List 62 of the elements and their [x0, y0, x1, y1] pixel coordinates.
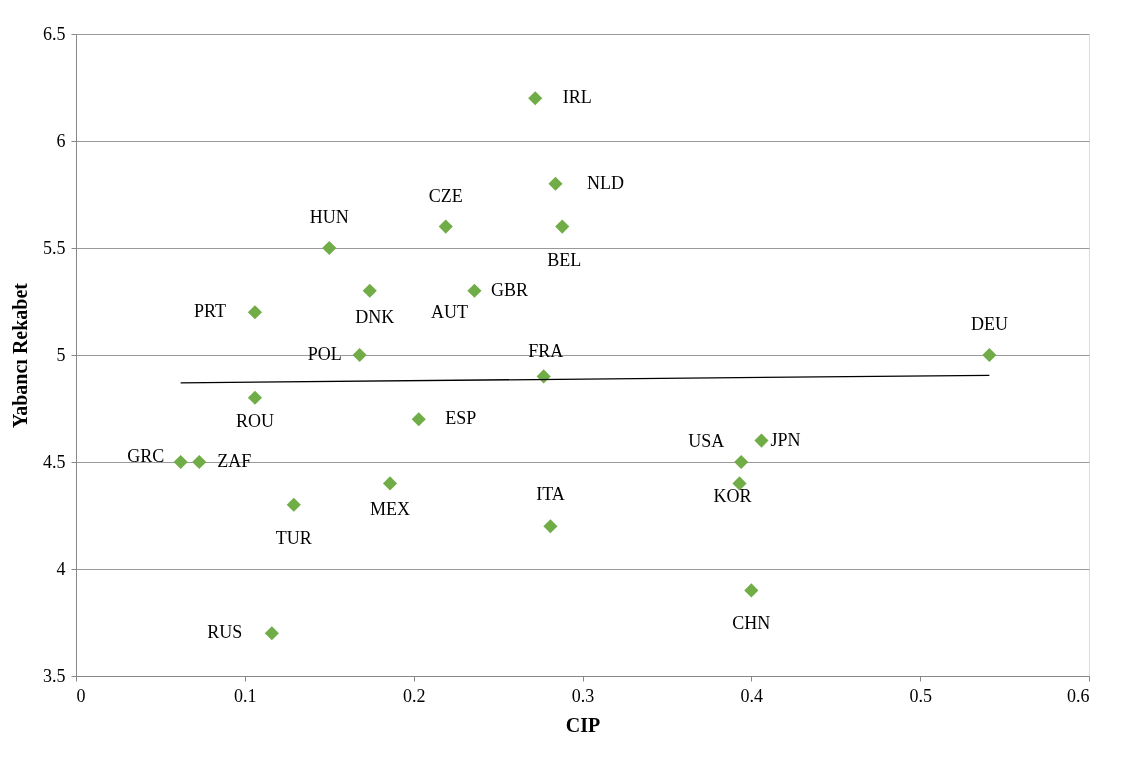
annotation: ZAF	[217, 451, 252, 471]
point	[548, 176, 563, 191]
y-axis-title: Yabancı Rekabet	[9, 282, 31, 429]
annotation: USA	[688, 431, 725, 451]
point	[322, 240, 337, 256]
annotation: IRL	[562, 87, 592, 108]
annotation: FRA	[528, 341, 564, 362]
point	[411, 412, 426, 427]
point	[286, 497, 301, 512]
point	[192, 454, 207, 470]
point	[264, 626, 279, 641]
y-tick-label: 4	[56, 558, 66, 579]
x-axis-title: CIP	[565, 713, 601, 736]
annotation: HUN	[309, 207, 349, 227]
y-tick-label: 3.5	[43, 665, 66, 686]
annotation: MEX	[370, 499, 411, 520]
point	[352, 347, 367, 363]
annotation: ROU	[235, 410, 274, 431]
annotation: CZE	[428, 185, 463, 206]
annotation: JPN	[770, 429, 801, 450]
x-tick-label: 0.1	[234, 685, 257, 706]
y-tick-label: 6.5	[43, 23, 66, 44]
point	[744, 583, 759, 598]
annotation: RUS	[207, 622, 243, 643]
annotation: PRT	[193, 301, 226, 322]
y-tick-label: 6	[56, 130, 66, 151]
point	[555, 219, 570, 234]
annotation: DNK	[355, 306, 395, 327]
point	[382, 476, 398, 491]
y-tick-label: 5	[56, 344, 66, 365]
x-tick-label: 0.3	[571, 685, 595, 706]
annotation: ESP	[445, 408, 477, 429]
point	[536, 369, 551, 384]
y-tick-label: 4.5	[43, 451, 66, 472]
annotation: POL	[307, 344, 342, 364]
x-tick-label: 0.4	[740, 685, 764, 706]
annotation: ITA	[536, 484, 565, 505]
x-tick-label: 0	[76, 685, 86, 706]
annotation: GRC	[127, 446, 165, 466]
y-tick-label: 5.5	[43, 237, 66, 258]
point	[543, 519, 558, 534]
annotation: BEL	[547, 249, 582, 270]
annotation: KOR	[713, 486, 752, 507]
point	[754, 433, 769, 448]
point	[438, 219, 453, 234]
annotation: GBR	[490, 279, 528, 300]
annotation: CHN	[732, 613, 771, 634]
point	[982, 347, 997, 363]
annotation: AUT	[430, 301, 468, 322]
point	[247, 390, 263, 405]
point	[173, 454, 188, 470]
x-tick-label: 0.5	[909, 685, 932, 706]
point	[467, 283, 482, 298]
annotation: TUR	[275, 527, 312, 548]
point	[247, 305, 263, 320]
annotation: NLD	[586, 172, 624, 193]
point	[528, 91, 543, 106]
x-tick-label: 0.6	[1067, 685, 1090, 706]
x-tick-label: 0.2	[402, 685, 426, 706]
point	[362, 283, 377, 298]
annotation: DEU	[970, 314, 1008, 334]
point	[734, 454, 749, 470]
